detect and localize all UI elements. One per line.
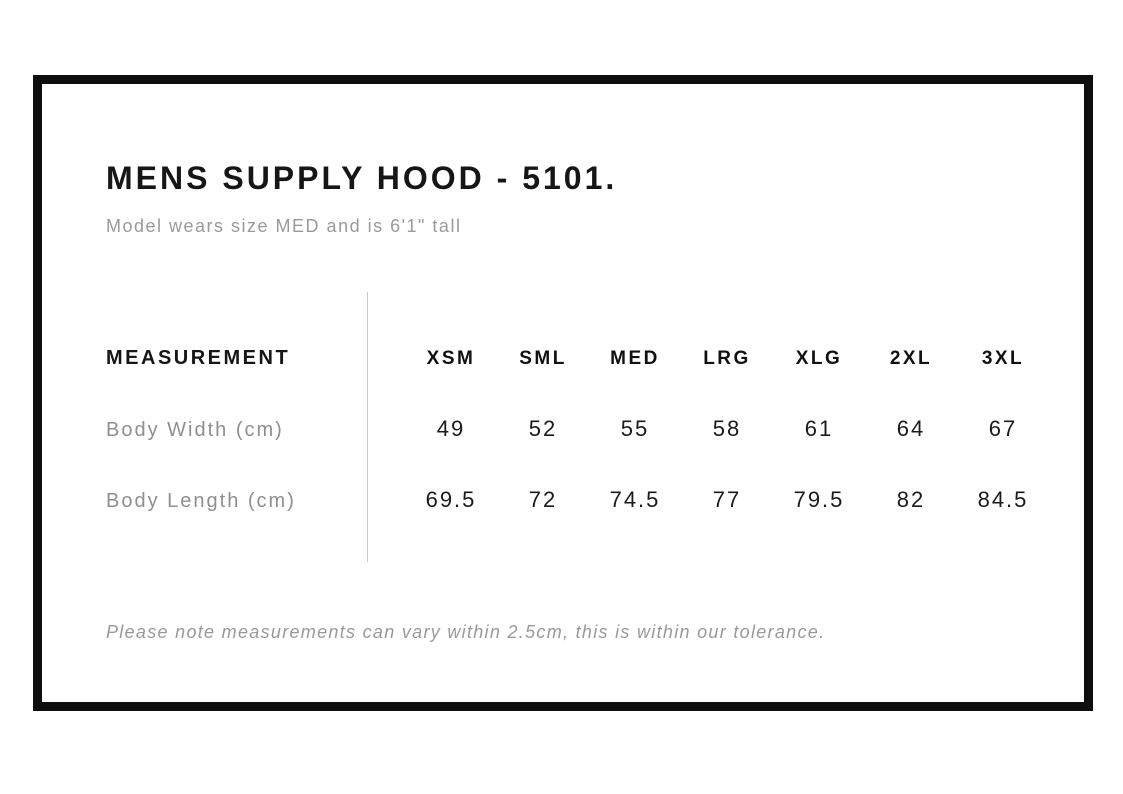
- size-header-med: MED: [610, 348, 660, 369]
- body-width-3xl: 67: [988, 416, 1018, 441]
- body-length-xlg: 79.5: [793, 487, 845, 512]
- body-length-3xl: 84.5: [977, 487, 1029, 512]
- size-header-3xl: 3XL: [981, 348, 1025, 369]
- size-header-xlg: XLG: [795, 348, 843, 369]
- page-title: MENS SUPPLY HOOD - 5101.: [106, 160, 618, 196]
- table-row-body-width: Body Width (cm) 49 52 55 58 61 64 67: [106, 416, 1049, 442]
- table-row-body-length: Body Length (cm) 69.5 72 74.5 77 79.5 82…: [106, 487, 1049, 513]
- body-length-xsm: 69.5: [425, 487, 477, 512]
- tolerance-note: Please note measurements can vary within…: [106, 622, 826, 642]
- table-header-row: MEASUREMENT XSM SML MED LRG XLG 2XL 3XL: [106, 347, 1049, 370]
- body-width-2xl: 64: [896, 416, 926, 441]
- size-chart-card: MENS SUPPLY HOOD - 5101. Model wears siz…: [33, 75, 1093, 711]
- body-width-xlg: 61: [804, 416, 834, 441]
- body-length-med: 74.5: [609, 487, 661, 512]
- row-label-body-width: Body Width (cm): [106, 419, 284, 441]
- body-length-lrg: 77: [712, 487, 742, 512]
- body-length-sml: 72: [528, 487, 558, 512]
- body-width-sml: 52: [528, 416, 558, 441]
- body-length-2xl: 82: [896, 487, 926, 512]
- size-header-sml: SML: [519, 348, 567, 369]
- body-width-lrg: 58: [712, 416, 742, 441]
- body-width-xsm: 49: [436, 416, 466, 441]
- body-width-med: 55: [620, 416, 650, 441]
- size-header-2xl: 2XL: [889, 348, 933, 369]
- size-header-lrg: LRG: [703, 348, 751, 369]
- measurement-column-header: MEASUREMENT: [106, 347, 291, 369]
- table-vertical-divider: [367, 292, 368, 562]
- row-label-body-length: Body Length (cm): [106, 490, 296, 512]
- model-size-note: Model wears size MED and is 6'1" tall: [106, 216, 462, 236]
- size-header-xsm: XSM: [426, 348, 476, 369]
